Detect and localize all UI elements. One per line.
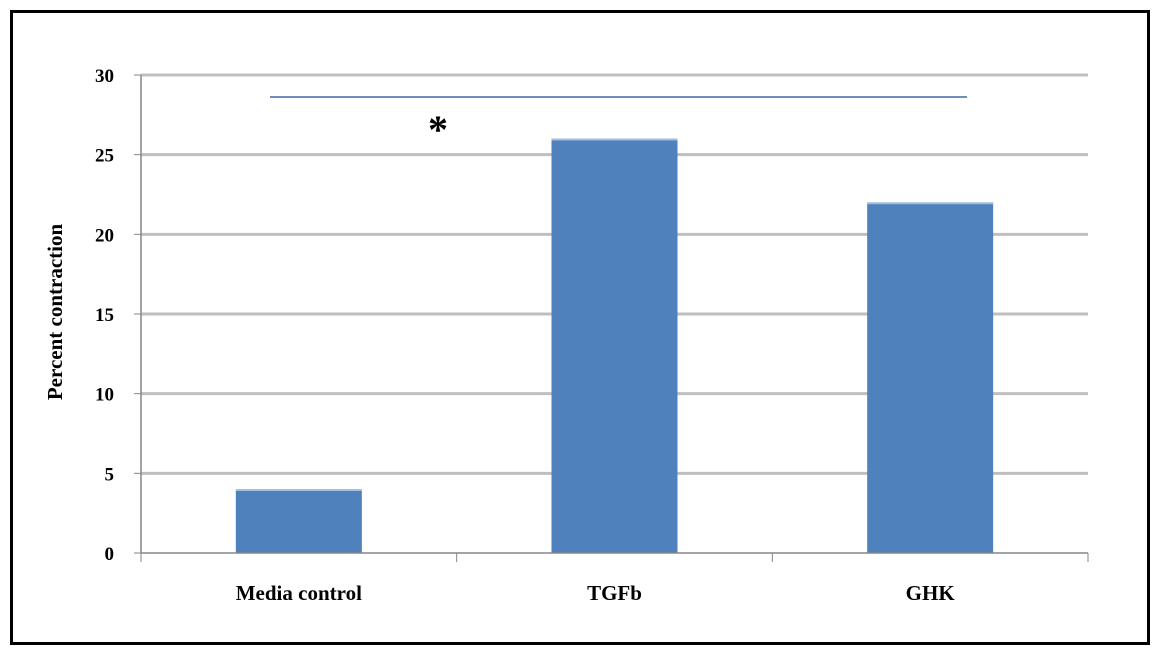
bar — [551, 138, 678, 553]
y-tick-label: 30 — [95, 66, 114, 87]
x-category-label: Media control — [236, 581, 362, 605]
bars — [235, 138, 994, 553]
axes — [134, 74, 1089, 562]
y-tick-label: 20 — [95, 225, 114, 246]
y-tick-label: 0 — [105, 544, 115, 565]
chart-frame — [10, 10, 1150, 645]
x-category-label: GHK — [906, 581, 956, 605]
labels: 0 5 10 15 20 25 30 Media control TGFb GHK — [95, 66, 955, 605]
y-tick-label: 25 — [95, 146, 114, 167]
y-tick-label: 5 — [105, 464, 115, 485]
y-tick-label: 15 — [95, 305, 114, 326]
bar — [235, 489, 362, 553]
y-axis-title: Percent contraction — [43, 224, 67, 401]
significance-asterisk: * — [428, 107, 448, 152]
x-category-label: TGFb — [587, 581, 642, 605]
bar — [867, 202, 994, 553]
y-tick-label: 10 — [95, 385, 114, 406]
